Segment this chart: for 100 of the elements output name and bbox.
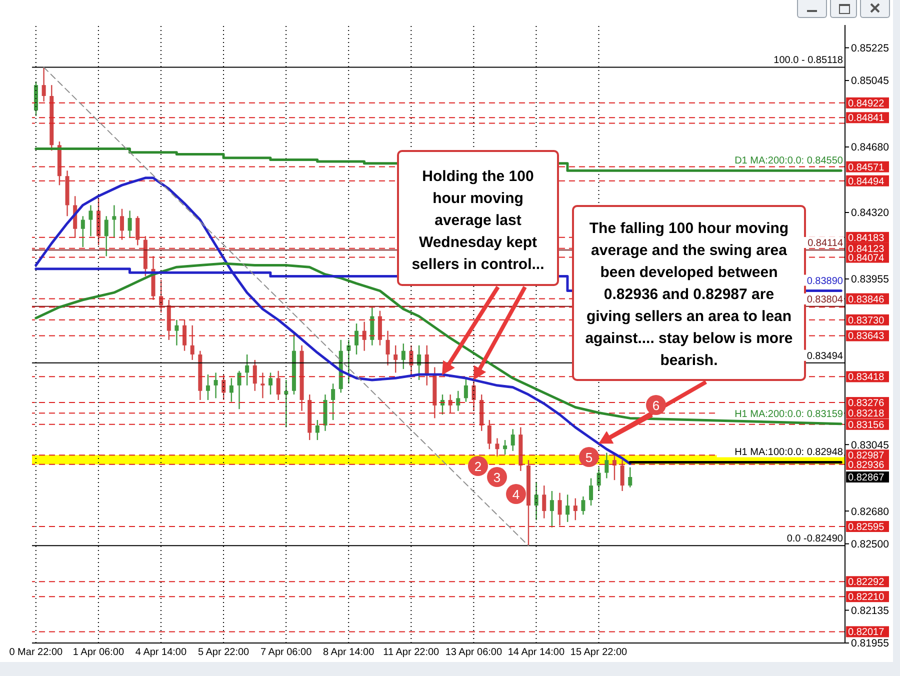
candlestick [206,374,210,401]
y-tick-label: 0.81955 [851,638,890,650]
ref-line-label: 0.84571 [848,162,885,174]
ref-line-label: 0.82017 [848,627,885,638]
annotation: 2 [474,459,482,474]
y-tick-label: 0.83045 [851,439,890,452]
y-tick-label: 0.85225 [851,42,890,54]
callout-box: Holding the 100 hour moving average last Wednesday kept sellers in control... [397,150,559,286]
candlestick [354,322,359,356]
y-tick-label: 0.84320 [851,207,890,220]
candlestick [80,216,85,248]
candlestick [331,383,336,421]
ref-line-label: 0.84183 [848,232,885,244]
y-tick-label: 0.82500 [851,538,890,551]
ref-line-label: 0.83846 [848,294,885,306]
x-tick-label: 8 Apr 14:00 [323,647,375,658]
x-tick-label: 15 Apr 22:00 [570,647,628,658]
candlestick [190,324,194,361]
candlestick [620,459,624,492]
data-label: H1 MA:200:0.0: 0.83159 [734,408,844,420]
candlestick [573,498,578,521]
text: 0.82867 [848,472,885,484]
ref-line-label: 0.83643 [848,331,885,342]
callout-box: The falling 100 hour moving average and the swing area been developed between 0.82936 and 0.82987 are giving sellers an area to lean against.... stay below is more bearish. [572,205,806,381]
annotation: 0.0 -0.82490 [786,534,844,545]
candlestick [394,344,398,374]
candlestick [456,390,460,412]
x-tick-label: 5 Apr 22:00 [198,647,250,658]
candlestick [245,354,250,386]
candlestick [88,204,93,237]
candlestick [214,372,218,399]
y-tick-label: 0.84680 [851,142,890,154]
ref-line-label: 0.83418 [848,372,885,384]
ref-line-label: 0.82595 [848,522,885,533]
ref-line-label: 0.83218 [848,408,885,420]
candlestick [628,466,632,488]
candlestick [229,378,234,402]
candlestick [128,210,132,239]
candlestick [120,208,124,240]
annotation: 100.0 - 0.85118 [774,55,844,66]
ref-line-label: 0.82210 [848,592,885,604]
candlestick [510,428,515,452]
candlestick [284,379,288,428]
candlestick [566,494,570,523]
candlestick [378,310,382,346]
ref-line-label: 0.84074 [848,252,885,264]
ref-line-label: 0.84922 [848,98,885,110]
candlestick [558,492,562,526]
ref-line-label: 0.82292 [848,577,885,588]
ref-line-label: 0.84123 [848,244,885,255]
x-tick-label: 7 Apr 06:00 [260,647,312,658]
data-label: 0.83890 [806,276,844,287]
candlestick [534,481,538,521]
candlestick [42,66,46,102]
candlestick [136,216,140,246]
candlestick [401,342,406,370]
candlestick [260,372,265,399]
x-tick-label: 14 Apr 14:00 [508,647,566,658]
candlestick [550,490,554,528]
annotation: Holding the 100 hour moving average last Wednesday kept sellers in control... [412,168,544,273]
y-tick-label: 0.82680 [851,506,890,518]
candlestick [424,344,429,386]
ref-line-label: 0.84114 [808,238,844,249]
candlestick [612,454,616,481]
candlestick [104,216,108,257]
annotation: 6 [652,398,660,413]
y-tick-label: 0.85045 [851,75,890,88]
data-label: H1 MA:100:0.0: 0.82948 [734,447,844,458]
ref-line-label: 0.82936 [848,460,885,471]
ref-line-label: 0.82987 [848,450,885,462]
candlestick [346,339,351,384]
candlestick [268,372,273,396]
x-tick-label: 13 Apr 06:00 [445,647,502,658]
x-tick-label: 0 Mar 22:00 [9,647,64,658]
annotation: 5 [585,450,593,465]
ref-line-label: 0.83156 [848,420,885,431]
candlestick [464,378,468,402]
candlestick [315,419,320,441]
candlestick [182,319,187,352]
candlestick [174,319,179,346]
candlestick [503,439,508,456]
candlestick [112,204,116,239]
ref-line-label: 0.84841 [848,113,885,124]
ref-line-label: 0.83804 [806,294,844,306]
x-tick-label: 1 Apr 06:00 [72,647,124,658]
data-label: D1 MA:200:0.0: 0.84550 [734,156,844,167]
candlestick [370,306,374,346]
annotation: 3 [493,470,501,485]
ref-line-label: 0.84494 [848,176,885,188]
candlestick [237,370,242,410]
candlestick [604,452,609,479]
x-tick-label: 11 Apr 22:00 [383,647,440,658]
candlestick [581,496,586,516]
candlestick [417,344,422,381]
candlestick [589,478,594,506]
candlestick [362,321,366,352]
x-tick-label: 4 Apr 14:00 [135,647,187,658]
ref-line-label: 0.83730 [848,315,885,326]
ref-line-label: 0.83276 [848,398,885,410]
ref-line-label: 0.83494 [806,350,844,362]
